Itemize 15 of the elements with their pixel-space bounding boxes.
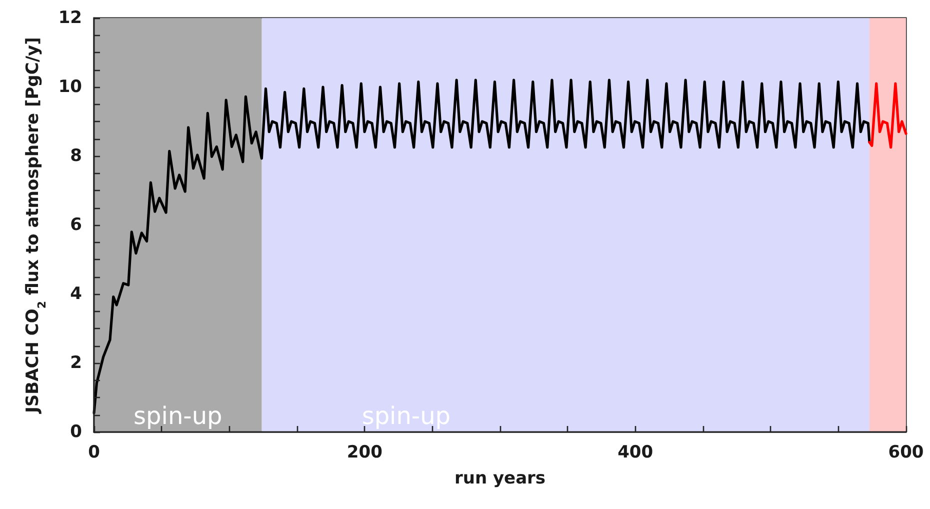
y-tick-label: 6 (70, 215, 82, 235)
y-tick-label: 10 (58, 77, 82, 97)
y-tick-label: 12 (58, 8, 82, 28)
y-tick-label: 4 (70, 284, 82, 304)
x-tick-label: 400 (618, 442, 654, 462)
x-tick-label: 600 (888, 442, 924, 462)
y-tick-label: 0 (70, 422, 82, 442)
x-tick-label: 0 (88, 442, 100, 462)
y-axis-title: JSBACH CO2 flux to atmosphere [PgC/y] (22, 37, 48, 414)
y-tick-label: 8 (70, 146, 82, 166)
line-series (868, 82, 908, 149)
x-tick-label: 200 (346, 442, 383, 462)
band-label: spin-up (134, 402, 222, 430)
y-tick-label: 2 (70, 353, 82, 373)
x-axis-title: run years (454, 468, 546, 488)
